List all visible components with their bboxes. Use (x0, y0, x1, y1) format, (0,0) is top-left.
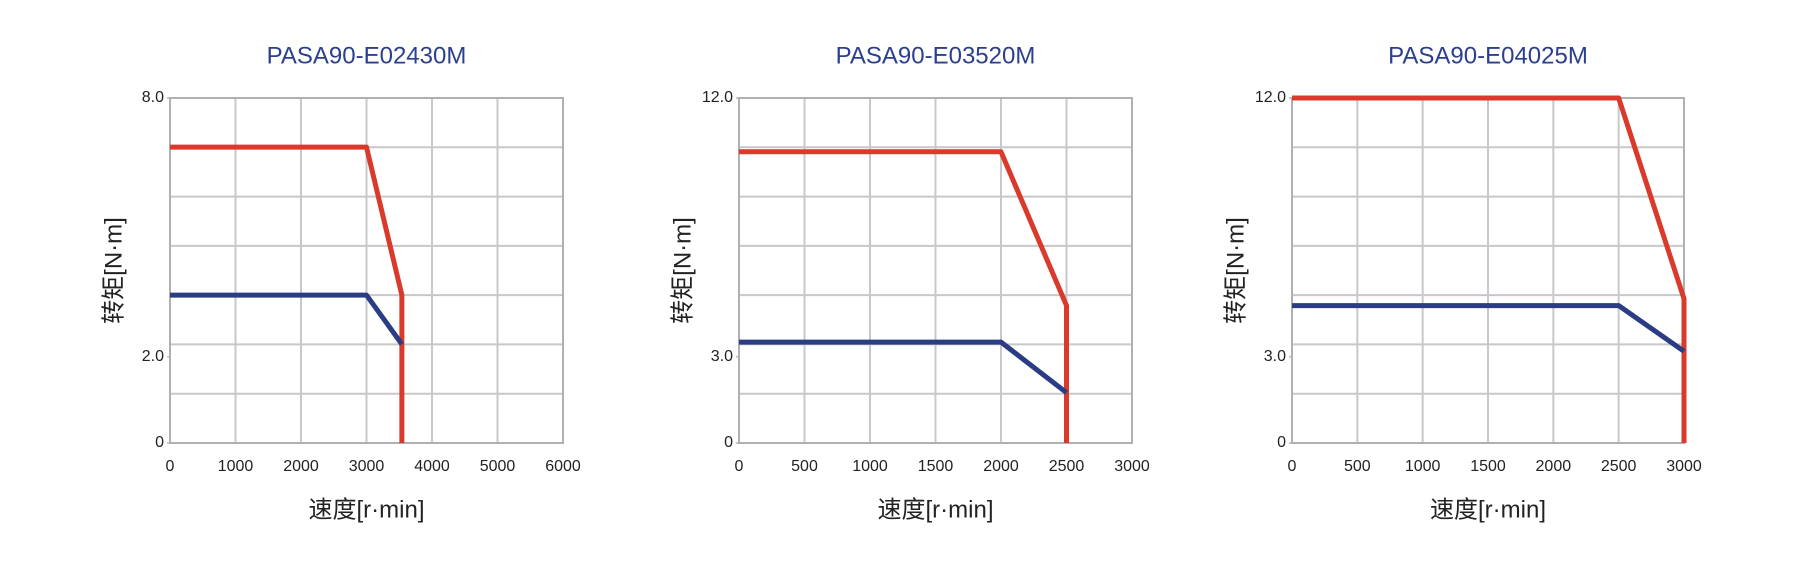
x-tick-label: 2000 (283, 458, 319, 475)
x-tick-label: 1500 (1470, 458, 1506, 475)
x-tick-label: 1000 (218, 458, 254, 475)
x-tick-label: 2500 (1049, 458, 1085, 475)
chart-title: PASA90-E03520M (836, 42, 1036, 69)
line-series (1292, 303, 1686, 354)
line-series (739, 339, 1069, 395)
x-tick-label: 4000 (414, 458, 450, 475)
y-tick-label: 12.0 (702, 89, 733, 106)
x-axis-label: 速度[r·min] (878, 496, 994, 523)
x-tick-label: 5000 (480, 458, 516, 475)
chart-title: PASA90-E04025M (1388, 42, 1588, 69)
x-axis-label: 速度[r·min] (309, 496, 425, 523)
x-tick-label: 1000 (852, 458, 888, 475)
y-axis-label: 转矩[N·m] (1222, 217, 1249, 324)
y-axis-label: 转矩[N·m] (669, 217, 696, 324)
y-tick-label: 3.0 (1264, 348, 1286, 365)
y-axis-label: 转矩[N·m] (100, 217, 127, 324)
y-tick-label: 0 (155, 434, 164, 451)
y-tick-label: 2.0 (142, 348, 164, 365)
x-tick-label: 2000 (1536, 458, 1572, 475)
y-tick-label: 3.0 (711, 348, 733, 365)
line-series (739, 149, 1069, 443)
line-series (170, 292, 404, 346)
plot-frame (169, 97, 564, 444)
x-tick-label: 3000 (349, 458, 385, 475)
y-tick-label: 0 (1277, 434, 1286, 451)
x-tick-label: 500 (791, 458, 818, 475)
x-tick-label: 0 (166, 458, 175, 475)
y-tick-label: 8.0 (142, 89, 164, 106)
x-tick-label: 3000 (1666, 458, 1702, 475)
x-tick-label: 0 (735, 458, 744, 475)
x-tick-label: 1000 (1405, 458, 1441, 475)
chart-title: PASA90-E02430M (267, 42, 467, 69)
x-tick-label: 2500 (1601, 458, 1637, 475)
x-tick-label: 1500 (918, 458, 954, 475)
x-tick-label: 6000 (545, 458, 581, 475)
plot-frame (738, 97, 1133, 444)
x-axis-label: 速度[r·min] (1430, 496, 1546, 523)
x-tick-label: 3000 (1114, 458, 1150, 475)
x-tick-label: 0 (1288, 458, 1297, 475)
line-series (170, 144, 405, 443)
x-tick-label: 2000 (983, 458, 1019, 475)
x-tick-label: 500 (1344, 458, 1371, 475)
line-series (1292, 95, 1687, 443)
y-tick-label: 0 (724, 434, 733, 451)
y-tick-label: 12.0 (1255, 89, 1286, 106)
